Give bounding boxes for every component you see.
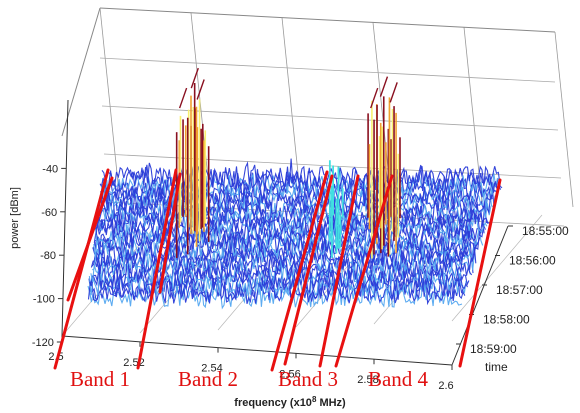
- band-label: Band 3: [278, 367, 338, 391]
- band-label: Band 2: [178, 367, 238, 391]
- band-markers: Band 1 Band 2 Band 3 Band 4: [53, 168, 502, 391]
- x-axis-label-main: frequency (x10: [234, 397, 312, 409]
- back-wall-top-edge: [99, 7, 556, 33]
- x-tick-label: 2.6: [438, 380, 453, 392]
- band-label: Band 4: [368, 367, 429, 391]
- band-marker-line: [158, 172, 182, 294]
- band-marker-line: [318, 174, 360, 368]
- y-tick-label: -120: [32, 337, 54, 349]
- peak-spike: [178, 87, 188, 109]
- x-axis-label: frequency (x108 MHz): [234, 395, 346, 409]
- band-marker-line: [53, 168, 110, 370]
- time-tick-label: 18:58:00: [483, 313, 530, 327]
- time-tick-label: 18:57:00: [496, 283, 543, 297]
- back-grid-vline: [281, 17, 301, 193]
- peak-spike: [196, 79, 205, 100]
- left-wall-edge: [61, 7, 101, 137]
- band-marker-line: [270, 170, 329, 372]
- time-tick-label: 18:59:00: [470, 342, 517, 356]
- band-marker-line: [458, 178, 502, 368]
- band-marker-line: [66, 176, 114, 302]
- y-tick-label: -40: [42, 163, 58, 175]
- band-label: Band 1: [70, 367, 130, 391]
- time-tick-label: 18:55:00: [522, 224, 569, 238]
- x-tick-label: 2.58: [357, 374, 378, 386]
- back-grid-hline: [101, 105, 559, 131]
- x-axis-label-sup: 8: [312, 395, 317, 404]
- floor-grid-line: [451, 214, 543, 322]
- noise-trace: [95, 214, 485, 244]
- peak-spike: [379, 76, 389, 97]
- noise-trace: [94, 219, 484, 248]
- band-marker-line: [283, 174, 334, 366]
- signal-peaks: [175, 67, 401, 259]
- peak-spike: [190, 67, 199, 89]
- x-axis-line: [61, 335, 453, 366]
- y-axis-line: [61, 99, 69, 337]
- back-grid-vline: [99, 7, 119, 184]
- back-grid-vline: [554, 31, 574, 208]
- peak-spike: [370, 87, 379, 109]
- back-grid-hline: [99, 57, 556, 83]
- y-tick-label: -60: [41, 207, 57, 219]
- y-axis-label: power [dBm]: [9, 187, 21, 249]
- noise-trace: [97, 195, 492, 222]
- time-axis-label: time: [485, 360, 508, 374]
- y-tick-label: -100: [33, 294, 55, 306]
- noise-trace: [89, 259, 470, 290]
- peak-spike: [389, 82, 398, 103]
- back-grid-vline: [463, 27, 483, 203]
- band-marker-line: [334, 174, 394, 368]
- noise-trace: [101, 158, 503, 190]
- noise-floor-surface: [87, 158, 503, 310]
- time-axis-line: [451, 225, 509, 366]
- x-tick-label: 2.54: [201, 363, 222, 375]
- x-axis-label-tail: MHz): [316, 397, 346, 409]
- band-marker-line: [136, 168, 178, 370]
- y-tick-label: -80: [40, 250, 56, 262]
- x-tick-label: 2.56: [279, 368, 300, 380]
- time-tick-label: 18:56:00: [509, 254, 556, 268]
